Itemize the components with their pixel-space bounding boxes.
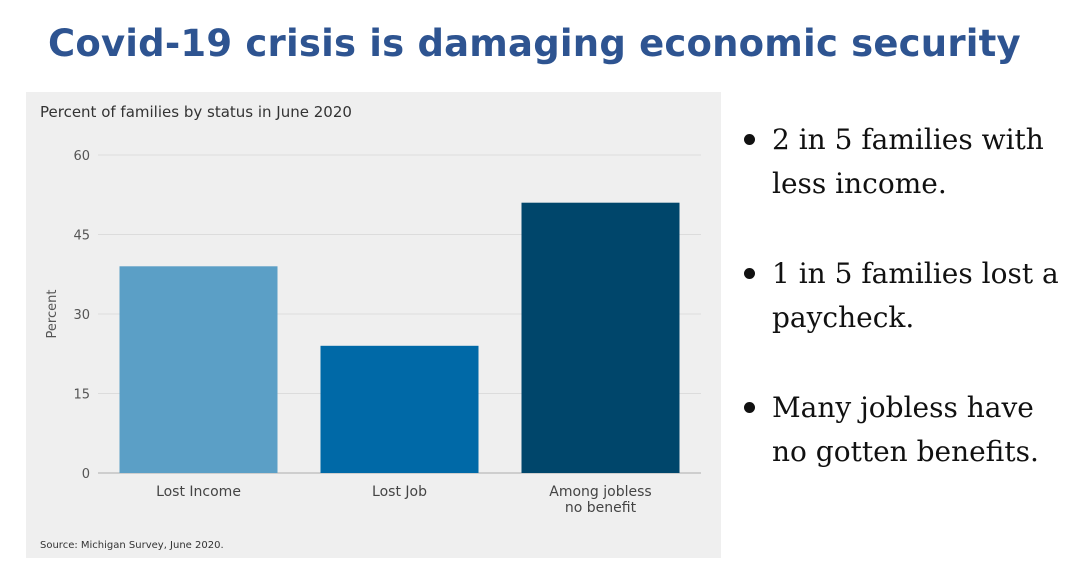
bar xyxy=(119,266,278,473)
bullet-dot-icon xyxy=(744,402,755,413)
x-tick-label: no benefit xyxy=(565,500,637,516)
bullet-dot-icon xyxy=(744,134,755,145)
bar-chart: 0 15 30 45 60 Percent Lost Income Lost Job Among… xyxy=(45,149,701,516)
bullet-text: 1 in 5 families lost a paycheck. xyxy=(772,257,1059,334)
bullet-item: Many jobless have no gotten benefits. xyxy=(742,386,1072,474)
y-tick-label: 60 xyxy=(73,149,90,164)
x-tick-label: Lost Income xyxy=(156,484,241,500)
y-tick-label: 15 xyxy=(73,388,90,403)
slide-title: Covid-19 crisis is damaging economic sec… xyxy=(48,22,1021,65)
bullet-text: Many jobless have no gotten benefits. xyxy=(772,391,1039,468)
x-tick-label: Among jobless xyxy=(549,484,651,500)
y-axis-label: Percent xyxy=(45,290,60,339)
bullet-dot-icon xyxy=(744,268,755,279)
bar-chart-panel: 0 15 30 45 60 Percent Lost Income Lost Job Among… xyxy=(26,92,721,558)
bar xyxy=(320,345,479,473)
bullet-item: 1 in 5 families lost a paycheck. xyxy=(742,252,1072,340)
chart-source-note: Source: Michigan Survey, June 2020. xyxy=(40,540,224,551)
bullet-text: 2 in 5 families with less income. xyxy=(772,123,1044,200)
y-tick-label: 30 xyxy=(73,308,90,323)
bar xyxy=(521,202,680,473)
bullet-list: 2 in 5 families with less income. 1 in 5… xyxy=(742,118,1072,520)
y-tick-label: 45 xyxy=(73,229,90,244)
x-tick-label: Lost Job xyxy=(372,484,427,500)
bullet-item: 2 in 5 families with less income. xyxy=(742,118,1072,206)
y-tick-label: 0 xyxy=(82,467,90,482)
chart-title: Percent of families by status in June 20… xyxy=(40,103,352,121)
